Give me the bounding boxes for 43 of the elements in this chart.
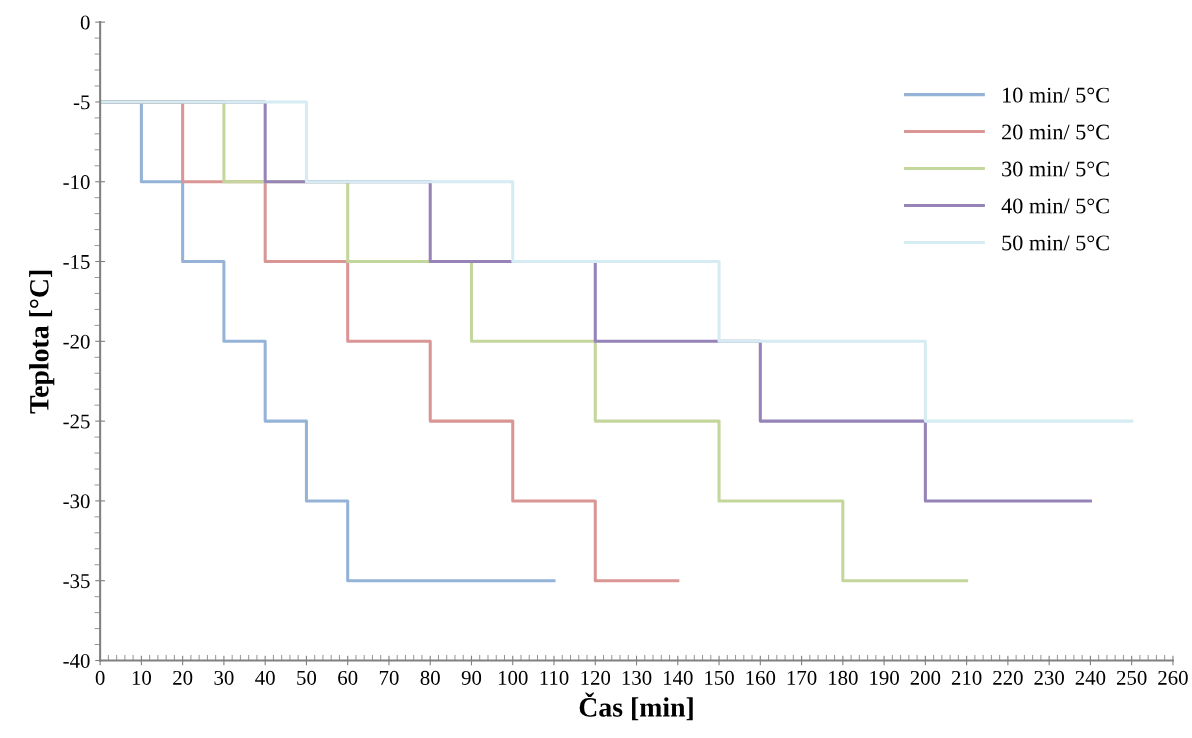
- legend-label: 20 min/ 5°C: [1002, 124, 1109, 140]
- y-tick-label: 0: [80, 15, 90, 30]
- x-axis-title: Čas [min]: [579, 692, 693, 721]
- x-tick-label: 230: [1034, 670, 1064, 685]
- y-tick-label: -30: [63, 494, 90, 509]
- y-tick-label: -15: [63, 255, 90, 269]
- y-tick-label: -10: [63, 175, 90, 190]
- x-tick-label: 210: [951, 670, 982, 685]
- y-axis-title: Teplota [°C]: [29, 270, 55, 414]
- y-tick-label: -35: [63, 574, 90, 589]
- legend-label: 30 min/ 5°C: [1002, 161, 1109, 177]
- x-tick-label: 240: [1075, 670, 1106, 685]
- x-tick-label: 250: [1116, 670, 1147, 685]
- y-tick-label: -40: [63, 653, 90, 668]
- x-tick-label: 30: [214, 670, 234, 685]
- x-tick-label: 140: [664, 670, 693, 685]
- x-tick-label: 0: [95, 670, 105, 685]
- legend-label: 50 min/ 5°C: [1002, 235, 1109, 251]
- x-tick-label: 120: [581, 670, 611, 685]
- x-tick-label: 100: [498, 670, 528, 685]
- x-tick-label: 80: [420, 670, 440, 685]
- x-tick-label: 20: [173, 670, 193, 685]
- x-tick-label: 190: [870, 670, 899, 685]
- x-tick-label: 50: [297, 670, 317, 685]
- y-tick-label: -5: [73, 95, 90, 110]
- x-tick-label: 60: [338, 670, 358, 685]
- x-tick-label: 180: [829, 670, 858, 685]
- x-tick-label: 150: [705, 670, 734, 685]
- x-tick-label: 10: [132, 670, 152, 685]
- x-tick-label: 170: [787, 670, 817, 685]
- x-tick-label: 260: [1158, 670, 1188, 685]
- legend-label: 40 min/ 5°C: [1001, 198, 1109, 214]
- y-tick-label: -20: [63, 334, 90, 349]
- x-tick-label: 110: [540, 670, 569, 685]
- x-tick-label: 70: [379, 670, 399, 685]
- x-tick-label: 90: [461, 670, 482, 685]
- x-tick-label: 130: [622, 670, 652, 685]
- x-tick-label: 160: [746, 670, 776, 685]
- x-tick-label: 200: [910, 670, 941, 685]
- x-tick-label: 220: [993, 670, 1023, 685]
- legend-label: 10 min/ 5°C: [1003, 87, 1109, 103]
- y-tick-label: -25: [63, 414, 90, 429]
- x-tick-label: 40: [255, 670, 275, 685]
